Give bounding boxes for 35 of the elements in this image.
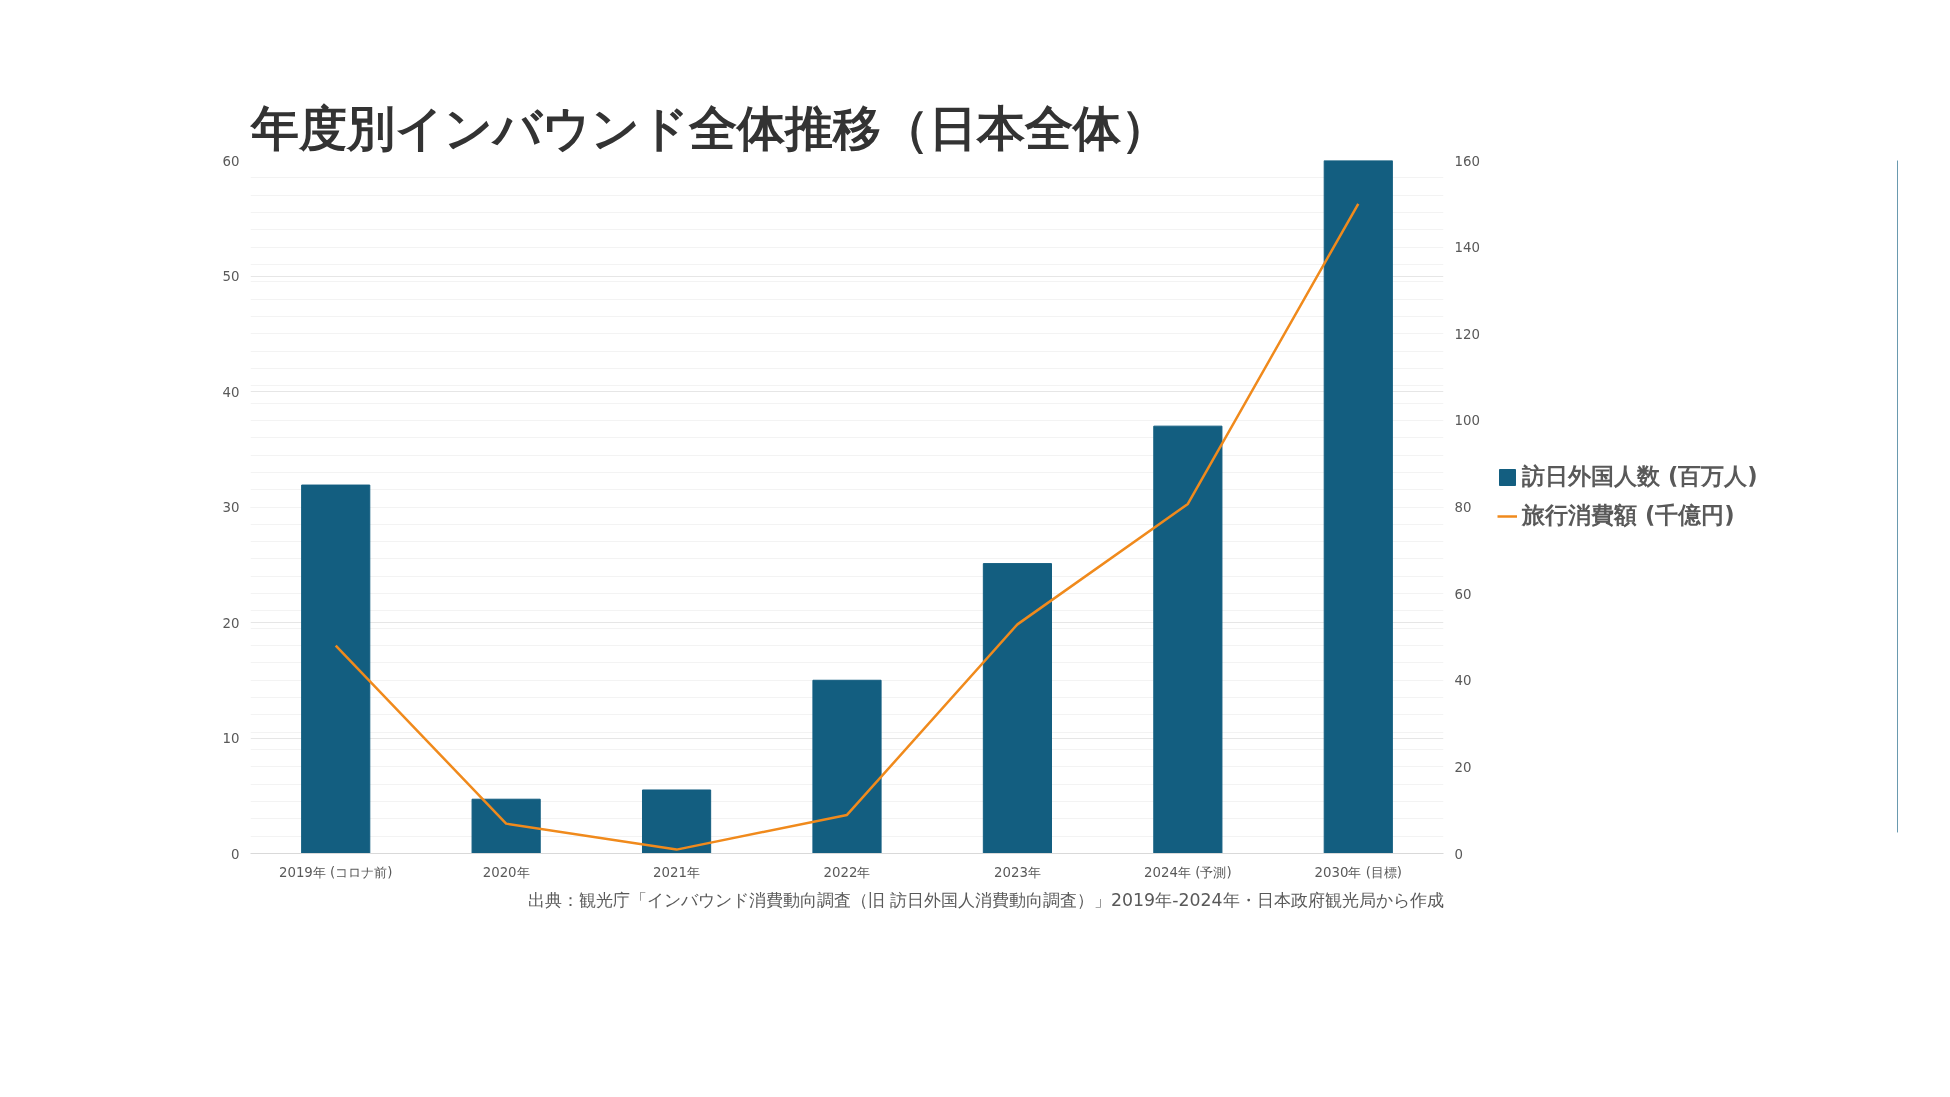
y2-tick-label: 100: [1454, 413, 1480, 429]
legend-label: 旅行消費額 (千億円): [1522, 501, 1735, 530]
y2-tick-label: 160: [1454, 153, 1480, 169]
line-series: [334, 202, 1360, 851]
y-tick-label: 40: [222, 384, 240, 400]
bar: [1153, 425, 1223, 854]
y2-tick-label: 0: [1454, 846, 1463, 862]
x-tick-label: 2023年: [993, 864, 1041, 880]
y-tick-label: 60: [222, 153, 240, 169]
y2-tick-label: 120: [1454, 326, 1480, 342]
bar: [982, 563, 1053, 854]
source-note: 出典：観光庁「インバウンド消費動向調査（旧 訪日外国人消費動向調査）」2019年-2024年・日本政府観光局から作成: [527, 889, 1444, 910]
x-tick-label: 2021年: [653, 864, 701, 880]
bar: [1323, 160, 1393, 854]
y2-tick-label: 140: [1454, 240, 1480, 256]
x-tick-label: 2024年 (予測): [1144, 864, 1232, 880]
x-tick-label: 2022年: [823, 864, 871, 880]
chart-title: 年度別インバウンド全体推移（日本全体）: [248, 99, 1169, 156]
y-tick-label: 0: [231, 846, 240, 862]
bar: [471, 798, 541, 854]
y-tick-label: 50: [222, 269, 240, 284]
bar: [641, 789, 712, 854]
y2-tick-label: 40: [1454, 673, 1472, 689]
y2-tick-label: 60: [1454, 586, 1472, 602]
y-tick-label: 20: [222, 615, 240, 631]
x-tick-label: 2020年: [482, 864, 530, 880]
y2-tick-label: 80: [1454, 500, 1472, 515]
y-tick-label: 30: [222, 500, 240, 515]
legend-label: 訪日外国人数 (百万人): [1522, 462, 1758, 491]
y-tick-label: 10: [222, 731, 240, 746]
bar: [301, 484, 371, 854]
x-tick-label: 2030年 (目標): [1314, 864, 1403, 880]
x-tick-label: 2019年 (コロナ前): [278, 864, 393, 880]
y2-tick-label: 20: [1454, 759, 1472, 775]
bar: [812, 679, 882, 854]
